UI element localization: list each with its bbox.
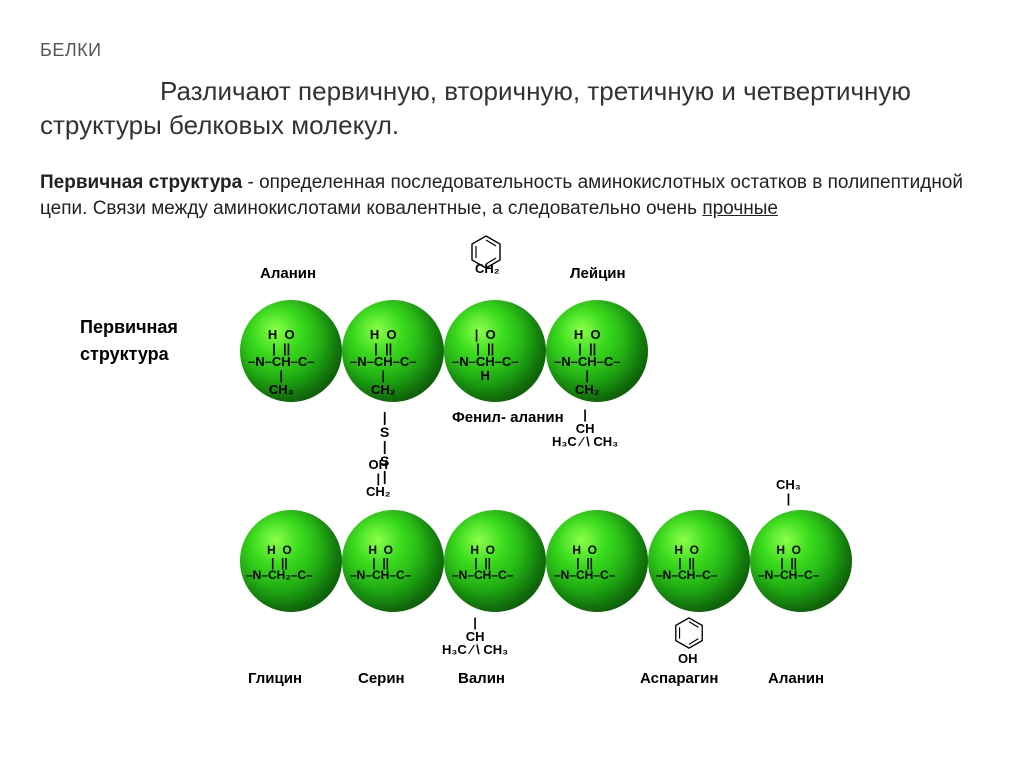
protein-structure-diagram: Первичная структура Аланин Лейцин CH₂ H …	[80, 270, 880, 690]
page-title: БЕЛКИ	[40, 40, 102, 61]
formula-ser: H O | || –N–CH–C–	[350, 544, 411, 582]
definition-underline: прочные	[702, 198, 778, 219]
leucine-sidechain: | CH H₃C ⁄ \ CH₃	[552, 408, 618, 449]
valine-sidechain: | CH H₃C ⁄ \ CH₃	[442, 616, 508, 657]
label-glycine: Глицин	[248, 670, 302, 687]
primary-structure-label: Первичная структура	[80, 314, 178, 368]
label-serine: Серин	[358, 670, 405, 687]
struct-label-line2: структура	[80, 341, 178, 368]
formula-leu: H O | || –N–CH–C– | CH₂	[554, 328, 620, 396]
formula-gly: H O | || –N–CH₂–C–	[246, 544, 313, 582]
formula-cys-top: H O | || –N–CH–C– | CH₂	[350, 328, 416, 396]
formula-ala-b: H O | || –N–CH–C–	[758, 544, 819, 582]
label-asparagine: Аспарагин	[640, 670, 718, 687]
struct-label-line1: Первичная	[80, 314, 178, 341]
label-alanine-b: Аланин	[768, 670, 824, 687]
subtitle-text: Различают первичную, вторичную, третичну…	[40, 75, 984, 143]
alanine-bottom-ch3: CH₃ |	[776, 478, 801, 505]
label-phenylalanine: Фенил- аланин	[452, 410, 564, 427]
asparagine-oh: OH	[678, 652, 698, 666]
label-leucine: Лейцин	[570, 265, 626, 282]
serine-sidechain: OH | CH₂	[366, 458, 391, 499]
formula-asn: H O | || –N–CH–C–	[656, 544, 717, 582]
formula-cys-b: H O | || –N–CH–C–	[554, 544, 615, 582]
formula-ala-top: H O | || –N–CH–C– | CH₃	[248, 328, 314, 396]
asparagine-ring-icon	[672, 616, 706, 650]
phenylalanine-benzene-icon	[468, 234, 504, 270]
definition-term: Первичная структура	[40, 172, 242, 193]
formula-phe: | O | || –N–CH–C– H	[452, 328, 518, 383]
formula-val: H O | || –N–CH–C–	[452, 544, 513, 582]
definition-paragraph: Первичная структура - определенная после…	[40, 170, 984, 221]
label-valine: Валин	[458, 670, 505, 687]
label-alanine-top: Аланин	[260, 265, 316, 282]
